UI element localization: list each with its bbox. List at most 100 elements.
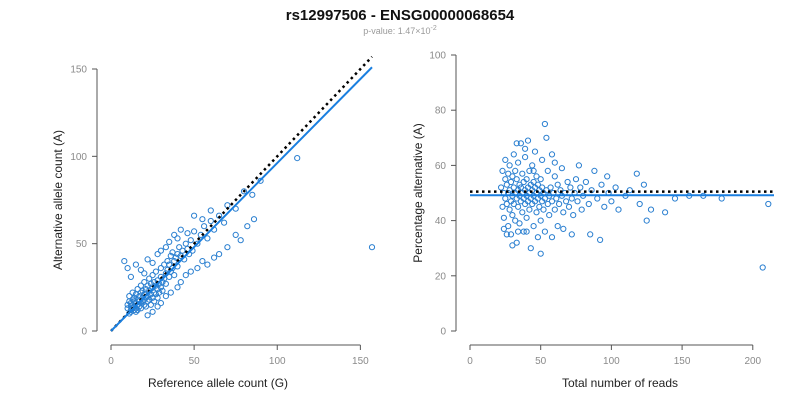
data-point (533, 173, 540, 180)
data-point (167, 289, 174, 296)
data-point (526, 206, 533, 213)
data-point (543, 187, 550, 194)
data-point (527, 245, 534, 252)
data-point (506, 187, 513, 194)
x-tick-label: 100 (603, 356, 620, 367)
data-point (137, 282, 144, 289)
data-point (512, 217, 519, 224)
data-point (166, 261, 173, 268)
data-point (539, 156, 546, 163)
data-point (144, 298, 151, 305)
data-point (540, 206, 547, 213)
data-point (553, 195, 560, 202)
data-point (551, 206, 558, 213)
data-point (530, 178, 537, 186)
data-point (517, 140, 525, 147)
data-point (177, 226, 184, 233)
data-point (159, 287, 166, 294)
data-point (500, 214, 507, 221)
data-point (154, 251, 161, 258)
data-point (149, 272, 156, 279)
data-point (157, 247, 164, 254)
x-tick-label: 150 (352, 356, 369, 367)
trend-lines (110, 55, 373, 332)
data-point (221, 219, 228, 226)
data-point (505, 223, 512, 230)
data-point (244, 223, 251, 230)
data-point (191, 228, 198, 235)
data-point (640, 181, 648, 188)
data-point (551, 173, 558, 180)
data-point (240, 188, 248, 195)
x-tick-label: 150 (674, 356, 691, 367)
data-point (502, 176, 509, 183)
data-point (591, 167, 598, 174)
data-point (643, 217, 650, 224)
data-point (551, 159, 558, 166)
data-point (516, 220, 523, 227)
data-point (765, 200, 772, 208)
data-point (509, 242, 516, 249)
data-point (132, 261, 139, 268)
fit-line (110, 66, 373, 332)
data-point (152, 268, 159, 275)
axes: 0 50 100 150 200 0 20 40 60 80 100 (429, 51, 761, 368)
data-point (524, 137, 532, 144)
data-point (164, 258, 171, 265)
data-point (503, 200, 510, 208)
data-point (530, 167, 537, 174)
data-point (144, 312, 151, 319)
pvalue-text: p-value: 1.47×10 (363, 26, 430, 36)
data-point (529, 162, 536, 169)
data-point (250, 216, 258, 223)
data-point (582, 178, 590, 186)
data-point (548, 198, 556, 205)
data-point (500, 225, 507, 232)
data-point (523, 214, 530, 221)
data-point (134, 306, 141, 314)
data-point (564, 178, 571, 186)
x-tick-label: 50 (535, 356, 547, 367)
data-point (530, 223, 537, 230)
data-point (718, 195, 725, 202)
data-point (565, 203, 573, 210)
data-point (157, 300, 164, 307)
x-tick-label: 200 (744, 356, 761, 367)
data-point (211, 254, 218, 261)
data-point (568, 195, 575, 202)
data-point (194, 265, 201, 272)
data-point (523, 176, 530, 183)
data-point (537, 217, 544, 224)
reference-line (110, 55, 373, 332)
data-point (608, 198, 615, 205)
data-point (558, 165, 566, 172)
data-point (541, 120, 549, 128)
data-point (546, 212, 553, 219)
data-point (147, 301, 154, 308)
data-point (604, 173, 611, 180)
data-point (162, 244, 169, 251)
data-point (121, 258, 128, 265)
data-point (556, 200, 563, 208)
y-tick-label: 0 (81, 327, 87, 338)
data-point (144, 256, 151, 263)
data-point (157, 265, 164, 272)
data-point (499, 167, 506, 174)
data-point (759, 264, 766, 271)
data-point (578, 206, 585, 213)
chart-subtitle: p-value: 1.47×10-2 (363, 25, 437, 36)
data-point (176, 244, 183, 251)
data-point (510, 151, 517, 158)
scatter-panel-percentage: 0 50 100 150 200 0 20 40 60 80 100 Total number of… (411, 51, 774, 390)
data-point (174, 284, 181, 291)
x-tick-label: 100 (269, 356, 286, 367)
x-axis-label: Reference allele count (G) (148, 376, 288, 390)
data-point (515, 159, 522, 166)
data-point (174, 235, 181, 242)
data-point (502, 195, 509, 202)
data-point (594, 195, 601, 202)
data-point (182, 240, 189, 247)
x-axis-label: Total number of reads (562, 376, 678, 390)
data-point (515, 228, 522, 235)
